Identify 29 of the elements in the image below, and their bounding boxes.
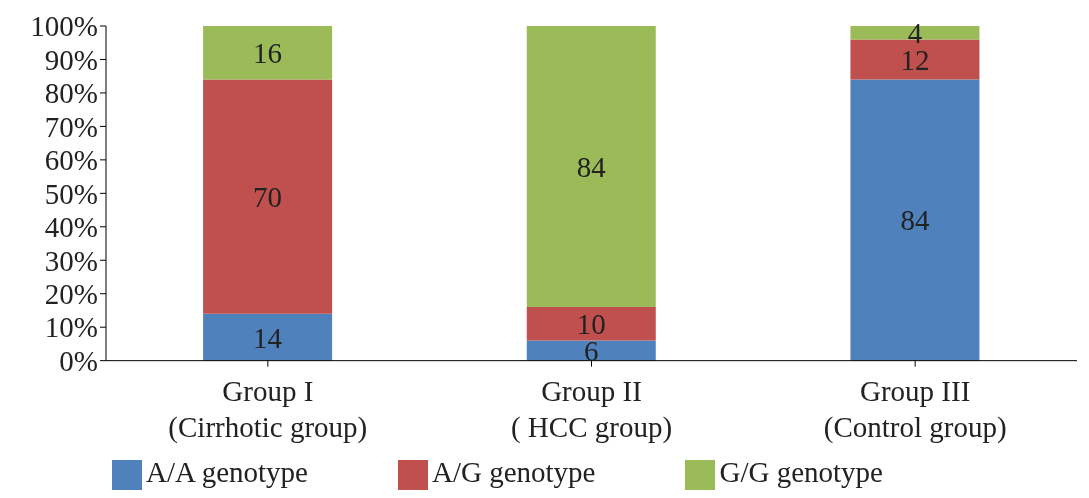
y-tick-label: 40% [44,211,98,244]
y-tick-label: 60% [44,144,98,177]
y-tick-label: 100% [30,10,98,43]
bar [526,307,656,341]
y-tick-label: 90% [44,43,98,76]
bar [203,313,333,361]
y-tick-label: 30% [44,244,98,277]
data-label: 12 [900,43,930,76]
bar [526,26,656,308]
bar [850,79,980,361]
bar [203,26,333,80]
data-label: 70 [253,180,283,213]
data-label: 84 [576,150,607,183]
y-tick-label: 0% [59,344,98,377]
y-tick-label: 20% [44,278,98,311]
x-tick-label: Group II ( HCC group) [510,374,673,444]
legend-label: G/G genotype [719,455,883,488]
data-label: 14 [253,321,283,354]
y-tick-label: 80% [44,77,98,110]
x-tick-label: Group III (Control group) [823,374,1007,444]
y-tick-label: 10% [44,311,98,344]
data-label: 84 [900,204,930,237]
bar [203,79,333,314]
legend-label: A/G genotype [431,455,596,488]
legend-label: A/A genotype [146,455,308,488]
x-tick-label: Group I (Cirrhotic group) [168,374,368,444]
y-tick-label: 70% [44,110,98,143]
data-label: 16 [253,37,283,70]
y-tick-label: 50% [44,177,98,210]
